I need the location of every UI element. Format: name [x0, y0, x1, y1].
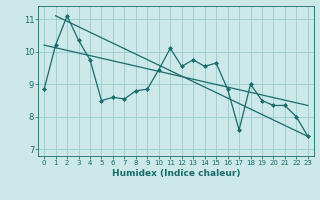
X-axis label: Humidex (Indice chaleur): Humidex (Indice chaleur): [112, 169, 240, 178]
